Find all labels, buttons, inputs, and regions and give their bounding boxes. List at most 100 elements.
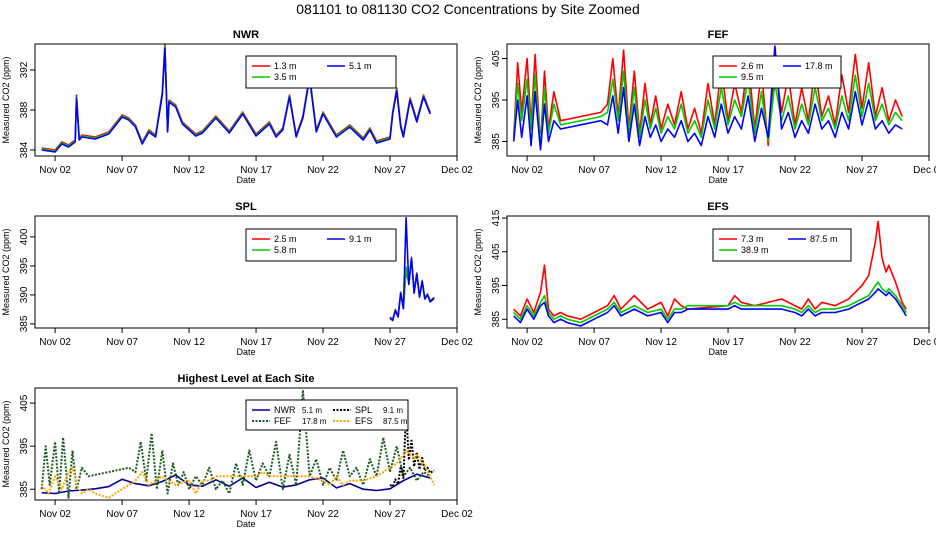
- legend: 2.5 m5.8 m 9.1 m: [245, 228, 397, 262]
- y-axis-label: Measured CO2 (ppm): [473, 56, 483, 143]
- series-line-38-9-m: [513, 281, 907, 324]
- x-tick-label: Nov 12: [173, 165, 205, 176]
- x-tick-label: Nov 17: [240, 509, 272, 520]
- legend-level: 9.1 m: [383, 406, 403, 415]
- x-tick-label: Nov 02: [511, 337, 543, 348]
- legend: 7.3 m38.9 m 87.5 m: [712, 228, 852, 262]
- x-tick-label: Nov 07: [578, 165, 610, 176]
- legend: NWR 5.1 m FEF 17.8 m SPL 9.1 m EFS 87.5 m: [245, 399, 409, 431]
- x-tick-label: Nov 02: [39, 337, 71, 348]
- chart-panel-4: EFS Nov 02 Nov 07 Nov 12 Nov 17 Nov 22 Nov 27 D…: [473, 201, 936, 357]
- x-tick-label: Nov 07: [106, 509, 138, 520]
- legend-label: 3.5 m: [274, 72, 297, 82]
- x-tick-label: Nov 17: [712, 165, 744, 176]
- x-tick-label: Nov 17: [712, 337, 744, 348]
- y-axis-label: Measured CO2 (ppm): [1, 228, 11, 315]
- y-tick-label: 384: [19, 141, 30, 158]
- legend-level: 5.1 m: [302, 406, 322, 415]
- x-tick-label: Nov 17: [240, 337, 272, 348]
- legend-label: EFS: [355, 416, 373, 426]
- x-tick-label: Nov 12: [645, 337, 677, 348]
- x-tick-label: Dec 02: [441, 165, 473, 176]
- y-axis-label: Measured CO2 (ppm): [1, 56, 11, 143]
- x-axis-label: Date: [708, 347, 727, 357]
- y-axis-label: Measured CO2 (ppm): [1, 400, 11, 487]
- y-tick-label: 385: [491, 133, 502, 150]
- x-tick-label: Nov 12: [173, 509, 205, 520]
- y-tick-label: 385: [491, 310, 502, 327]
- y-tick-label: 390: [19, 286, 30, 303]
- legend-level: 87.5 m: [383, 417, 408, 426]
- legend-label: 5.8 m: [274, 245, 297, 255]
- x-tick-label: Nov 27: [374, 165, 406, 176]
- legend: 1.3 m3.5 m 5.1 m: [245, 55, 397, 89]
- legend-label: 1.3 m: [274, 61, 297, 71]
- x-tick-label: Nov 02: [39, 509, 71, 520]
- legend-label: 87.5 m: [810, 234, 838, 244]
- x-tick-label: Nov 17: [240, 165, 272, 176]
- panel-title: EFS: [707, 201, 728, 213]
- plot-frame: [34, 43, 458, 157]
- panel-title: NWR: [233, 29, 259, 41]
- legend: 2.6 m9.5 m 17.8 m: [712, 55, 842, 89]
- panel-title: SPL: [235, 201, 257, 213]
- y-tick-label: 395: [19, 257, 30, 274]
- x-axis-label: Date: [236, 347, 255, 357]
- legend-label: 2.5 m: [274, 234, 297, 244]
- legend-label: 7.3 m: [741, 234, 764, 244]
- y-tick-label: 405: [491, 50, 502, 67]
- x-tick-label: Nov 22: [779, 165, 811, 176]
- x-tick-label: Nov 07: [106, 337, 138, 348]
- plot-frame: [34, 215, 458, 329]
- y-tick-label: 395: [491, 91, 502, 108]
- chart-panel-2: FEF Nov 02 Nov 07 Nov 12 Nov 17 Nov 22 Nov 27 D…: [473, 29, 936, 185]
- y-tick-label: 405: [491, 243, 502, 260]
- x-tick-label: Nov 22: [307, 165, 339, 176]
- x-tick-label: Nov 12: [645, 165, 677, 176]
- x-tick-label: Nov 27: [846, 337, 878, 348]
- legend-label: 38.9 m: [741, 245, 769, 255]
- legend-level: 17.8 m: [302, 417, 327, 426]
- y-tick-label: 388: [19, 101, 30, 118]
- y-tick-label: 415: [491, 209, 502, 226]
- series-line-efs: [40, 449, 436, 499]
- series-line-9-5-m: [512, 70, 903, 147]
- panel-title: Highest Level at Each Site: [178, 373, 315, 385]
- x-tick-label: Nov 27: [846, 165, 878, 176]
- series-line-5-1-m: [41, 47, 431, 153]
- series-line-87-5-m: [513, 288, 907, 327]
- y-tick-label: 405: [19, 394, 30, 411]
- legend-label: 17.8 m: [805, 61, 833, 71]
- x-tick-label: Nov 22: [307, 509, 339, 520]
- series-group: [512, 45, 903, 151]
- legend-label: 9.1 m: [349, 234, 372, 244]
- x-axis-label: Date: [708, 175, 727, 185]
- x-tick-label: Dec 02: [441, 337, 473, 348]
- series-group: [389, 216, 435, 322]
- legend-box: [245, 55, 397, 89]
- x-tick-label: Nov 02: [39, 165, 71, 176]
- x-tick-label: Nov 22: [779, 337, 811, 348]
- series-line-2-6-m: [512, 49, 903, 147]
- legend-box: [712, 228, 852, 262]
- plot-frame: [506, 215, 930, 329]
- legend-box: [712, 55, 842, 89]
- panel-title: FEF: [708, 29, 729, 41]
- series-line-fef: [40, 389, 431, 499]
- chart-panel-5: Highest Level at Each Site Nov 02 Nov 07 No…: [1, 373, 473, 529]
- x-tick-label: Nov 07: [578, 337, 610, 348]
- legend-label: NWR: [274, 405, 296, 415]
- x-tick-label: Dec 02: [913, 165, 936, 176]
- series-group: [40, 389, 436, 499]
- figure-title: 081101 to 081130 CO2 Concentrations by S…: [296, 1, 640, 17]
- y-tick-label: 400: [19, 228, 30, 245]
- chart-panel-1: NWR Nov 02 Nov 07 Nov 12 Nov 17 Nov 22 Nov 27 D…: [1, 29, 473, 185]
- x-tick-label: Nov 12: [173, 337, 205, 348]
- y-tick-label: 392: [19, 61, 30, 78]
- x-tick-label: Nov 27: [374, 509, 406, 520]
- x-tick-label: Dec 02: [913, 337, 936, 348]
- series-group: [41, 44, 431, 153]
- legend-box: [245, 399, 409, 431]
- legend-label: 5.1 m: [349, 61, 372, 71]
